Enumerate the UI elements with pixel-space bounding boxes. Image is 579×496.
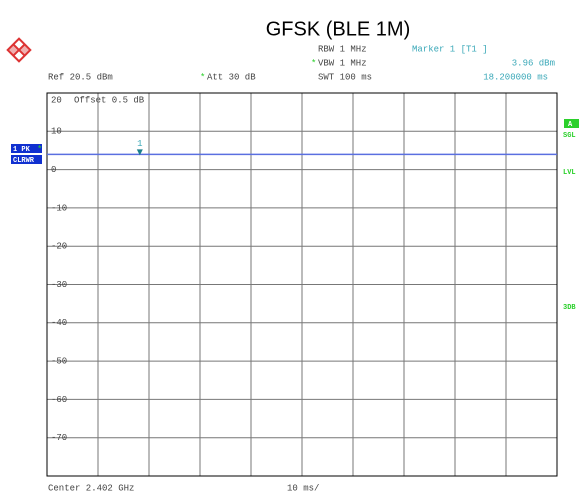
side-badge: LVL — [563, 169, 576, 177]
star: * — [311, 58, 316, 68]
side-badge: 3DB — [563, 304, 576, 312]
trace-badge: 1 PK — [13, 146, 31, 154]
y-tick-label: -60 — [51, 395, 67, 405]
badge-bg — [564, 119, 579, 128]
marker-time: 18.200000 ms — [483, 72, 548, 82]
swt: SWT 100 ms — [318, 72, 372, 82]
plot-frame — [46, 92, 558, 477]
ref: Ref 20.5 dBm — [48, 72, 113, 82]
marker-number: 1 — [137, 139, 142, 149]
side-badge: SGL — [563, 132, 576, 140]
logo — [6, 37, 32, 63]
y-tick-label: 10 — [51, 127, 62, 137]
y-tick-label: -20 — [51, 242, 67, 252]
rbw: RBW 1 MHz — [318, 44, 367, 54]
chart-title: GFSK (BLE 1M) — [266, 18, 410, 40]
center: Center 2.402 GHz — [48, 483, 134, 493]
y-tick-label: 20 — [51, 95, 62, 105]
y-tick-label: -30 — [51, 280, 67, 290]
star: * — [37, 144, 42, 154]
y-tick-label: -10 — [51, 203, 67, 213]
y-tick-label: -40 — [51, 318, 67, 328]
marker-level: 3.96 dBm — [512, 58, 555, 68]
y-tick-label: 0 — [51, 165, 56, 175]
y-tick-label: -50 — [51, 356, 67, 366]
badge-bg — [11, 155, 42, 164]
span: 10 ms/ — [287, 483, 319, 493]
trace-badge: CLRWR — [13, 157, 35, 165]
marker — [136, 149, 143, 156]
side-badge: A — [568, 121, 573, 129]
offset: Offset 0.5 dB — [74, 95, 145, 105]
star: * — [200, 72, 205, 82]
att: Att 30 dB — [207, 72, 256, 82]
vbw: VBW 1 MHz — [318, 58, 367, 68]
badge-bg — [11, 144, 42, 153]
y-tick-label: -70 — [51, 433, 67, 443]
marker-title: Marker 1 [T1 ] — [412, 44, 488, 54]
